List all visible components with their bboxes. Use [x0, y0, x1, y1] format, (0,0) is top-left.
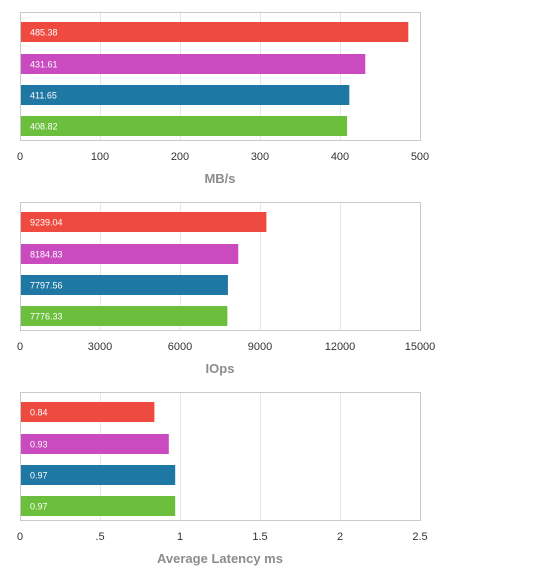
bar — [21, 212, 267, 232]
x-tick-label: 200 — [171, 151, 189, 163]
bar-value-label: 411.65 — [30, 91, 57, 101]
x-tick-label: 15000 — [405, 341, 436, 353]
x-tick-label: 9000 — [248, 341, 272, 353]
bar — [21, 465, 176, 485]
bar-value-label: 0.84 — [30, 408, 48, 418]
x-tick-label: .5 — [95, 531, 104, 543]
bar — [21, 54, 366, 74]
bar — [21, 116, 348, 136]
x-tick-label: 100 — [91, 151, 109, 163]
bar — [21, 434, 169, 454]
bar — [21, 496, 176, 516]
bar-value-label: 0.97 — [30, 502, 48, 512]
bar-value-label: 8184.83 — [30, 250, 63, 260]
x-tick-label: 2.5 — [412, 531, 427, 543]
x-tick-label: 6000 — [168, 341, 192, 353]
x-tick-label: 1 — [177, 531, 183, 543]
x-tick-label: 2 — [337, 531, 343, 543]
bar — [21, 244, 239, 264]
x-tick-label: 500 — [411, 151, 429, 163]
bar — [21, 22, 409, 42]
x-axis-title: MB/s — [204, 171, 235, 186]
chart-2: 9239.04 8184.83 7797.56 7776.33 0 3000 6000 900… — [17, 202, 436, 376]
x-tick-label: 0 — [17, 531, 23, 543]
bar — [21, 275, 228, 295]
bar-value-label: 0.93 — [30, 440, 48, 450]
x-tick-label: 12000 — [325, 341, 356, 353]
bar-value-label: 485.38 — [30, 28, 58, 38]
bar-value-label: 0.97 — [30, 471, 48, 481]
x-tick-label: 0 — [17, 341, 23, 353]
x-tick-label: 1.5 — [252, 531, 267, 543]
chart-3: 0.84 0.93 0.97 0.97 0 .5 1 1.5 2 2.5 Average Laten… — [17, 392, 428, 566]
x-tick-label: 0 — [17, 151, 23, 163]
bar-value-label: 408.82 — [30, 122, 58, 132]
x-axis-title: IOps — [206, 361, 235, 376]
bar — [21, 85, 350, 105]
bar — [21, 402, 155, 422]
x-axis-title: Average Latency ms — [157, 551, 283, 566]
bar-value-label: 9239.04 — [30, 218, 63, 228]
chart-1: 485.38 431.61 411.65 408.82 0 100 200 300 400 500… — [17, 12, 429, 186]
x-tick-label: 300 — [251, 151, 269, 163]
bar-value-label: 7797.56 — [30, 281, 63, 291]
x-tick-label: 3000 — [88, 341, 112, 353]
bar-value-label: 431.61 — [30, 60, 58, 70]
x-tick-label: 400 — [331, 151, 349, 163]
bar-value-label: 7776.33 — [30, 312, 63, 322]
bar — [21, 306, 228, 326]
